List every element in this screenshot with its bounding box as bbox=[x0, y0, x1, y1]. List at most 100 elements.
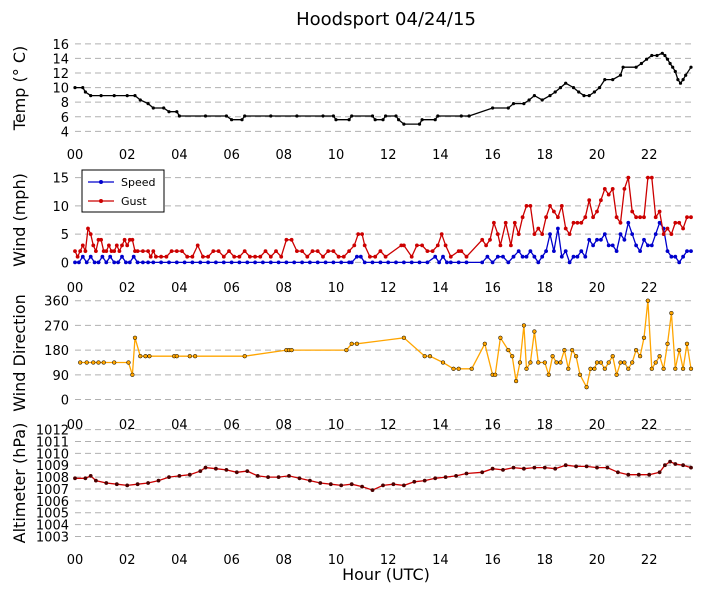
wind-speed-panel: 0 5 10 15 00 02 04 06 08 10 12 14 16 18 20 22 Wind (mp… bbox=[10, 169, 695, 296]
direction-series-point bbox=[493, 372, 498, 377]
gust-series-point bbox=[362, 243, 367, 248]
temperature-grid bbox=[75, 43, 695, 132]
temp-x-tick-label: 04 bbox=[171, 148, 188, 163]
speed-series-point bbox=[323, 260, 328, 265]
altimeter-series-point bbox=[563, 463, 568, 468]
direction-series-point bbox=[524, 366, 529, 371]
speed-series-point bbox=[441, 254, 445, 259]
altimeter-series-point bbox=[156, 478, 161, 483]
altimeter-x-tick-label: 04 bbox=[171, 553, 188, 568]
speed-series-point bbox=[673, 254, 678, 259]
direction-x-tick-label: 04 bbox=[171, 418, 188, 433]
wind-x-tick-label: 18 bbox=[537, 281, 554, 296]
altimeter-series-point bbox=[177, 474, 182, 478]
temp-series-point bbox=[138, 98, 142, 102]
gust-series-point bbox=[356, 232, 361, 237]
gust-series-point bbox=[665, 226, 670, 231]
speed-series-point bbox=[370, 260, 375, 265]
direction-series-point bbox=[344, 347, 349, 353]
speed-series-point bbox=[599, 237, 603, 242]
gust-series-point bbox=[232, 254, 237, 259]
direction-series-point bbox=[661, 366, 666, 371]
temp-series-point bbox=[678, 81, 683, 85]
speed-series-point bbox=[214, 260, 218, 265]
direction-series-point bbox=[680, 366, 686, 371]
wind-legend: Speed Gust bbox=[81, 169, 165, 213]
gust-series-point bbox=[310, 249, 315, 254]
altimeter-series-point bbox=[360, 484, 364, 489]
direction-series-point bbox=[401, 335, 407, 340]
speed-series-point bbox=[583, 254, 588, 259]
altimeter-series-point bbox=[381, 483, 385, 488]
speed-series-point bbox=[665, 249, 670, 254]
direction-series-point bbox=[649, 366, 654, 371]
temp-series-point bbox=[639, 61, 644, 66]
speed-series-point bbox=[229, 260, 234, 265]
speed-series-point bbox=[649, 243, 654, 248]
altimeter-series-point bbox=[542, 465, 547, 470]
direction-series-point bbox=[665, 341, 670, 346]
speed-series-point bbox=[362, 260, 367, 265]
gust-series-point bbox=[649, 175, 654, 180]
altimeter-x-tick-label: 08 bbox=[276, 553, 293, 568]
gust-series-point bbox=[268, 254, 273, 259]
speed-series-point bbox=[575, 254, 580, 259]
speed-series-point bbox=[276, 260, 281, 265]
speed-series-point bbox=[622, 237, 627, 242]
gust-series-point bbox=[492, 220, 496, 225]
direction-series-point bbox=[187, 354, 192, 359]
direction-series-point bbox=[653, 360, 658, 365]
altimeter-series-point bbox=[595, 465, 599, 470]
direction-series-point bbox=[422, 354, 427, 359]
gust-series-point bbox=[583, 215, 588, 220]
altimeter-series-point bbox=[94, 478, 98, 483]
legend-gust-label: Gust bbox=[121, 195, 147, 208]
direction-y-tick-label: 90 bbox=[52, 369, 69, 384]
speed-series-point bbox=[174, 260, 179, 265]
direction-series-point bbox=[242, 354, 247, 359]
temp-series-point bbox=[671, 65, 675, 69]
altimeter-series-point bbox=[318, 481, 323, 485]
speed-series-point bbox=[112, 260, 117, 265]
temp-series-point bbox=[655, 53, 659, 58]
speed-series-point bbox=[120, 254, 124, 259]
gust-series-point bbox=[91, 243, 96, 248]
speed-series-point bbox=[84, 260, 89, 265]
temp-series-point bbox=[334, 118, 338, 122]
speed-series-point bbox=[587, 237, 592, 242]
altimeter-grid bbox=[75, 429, 695, 537]
altimeter-x-tick-label: 00 bbox=[67, 553, 84, 568]
gust-series-point bbox=[151, 249, 156, 254]
wind-direction-panel: 0 90 180 270 360 00 02 04 06 08 10 12 14 16 18 20 22 Wi… bbox=[10, 294, 695, 433]
direction-series-point bbox=[528, 360, 533, 365]
temp-x-tick-label: 22 bbox=[641, 148, 658, 163]
direction-series-point bbox=[566, 366, 571, 371]
gust-series-point bbox=[464, 254, 469, 259]
speed-series-point bbox=[456, 260, 461, 265]
gust-series-point bbox=[685, 215, 689, 220]
gust-series-point bbox=[127, 237, 132, 242]
direction-x-tick-label: 02 bbox=[119, 418, 136, 433]
gust-series-point bbox=[96, 237, 101, 242]
temp-series-point bbox=[73, 86, 77, 90]
wind-y-tick-label: 5 bbox=[61, 228, 69, 243]
altimeter-series-point bbox=[339, 483, 344, 488]
gust-series-point bbox=[284, 237, 289, 242]
speed-series-point bbox=[448, 260, 453, 265]
speed-series-point bbox=[355, 254, 359, 259]
altimeter-series-point bbox=[245, 469, 250, 473]
gust-series-point bbox=[300, 249, 304, 254]
direction-x-tick-label: 18 bbox=[537, 418, 554, 433]
direction-series-line bbox=[80, 300, 692, 390]
gust-series-point bbox=[575, 220, 580, 225]
wind-direction-grid bbox=[75, 300, 695, 401]
wind-direction-y-label: Wind Direction bbox=[10, 294, 29, 412]
gust-series-point bbox=[109, 249, 114, 254]
gust-series-point bbox=[681, 226, 685, 231]
altimeter-x-tick-label: 22 bbox=[641, 553, 658, 568]
altimeter-y-tick-label: 1012 bbox=[36, 424, 69, 439]
speed-series-point bbox=[409, 260, 414, 265]
speed-series-point bbox=[653, 232, 658, 237]
